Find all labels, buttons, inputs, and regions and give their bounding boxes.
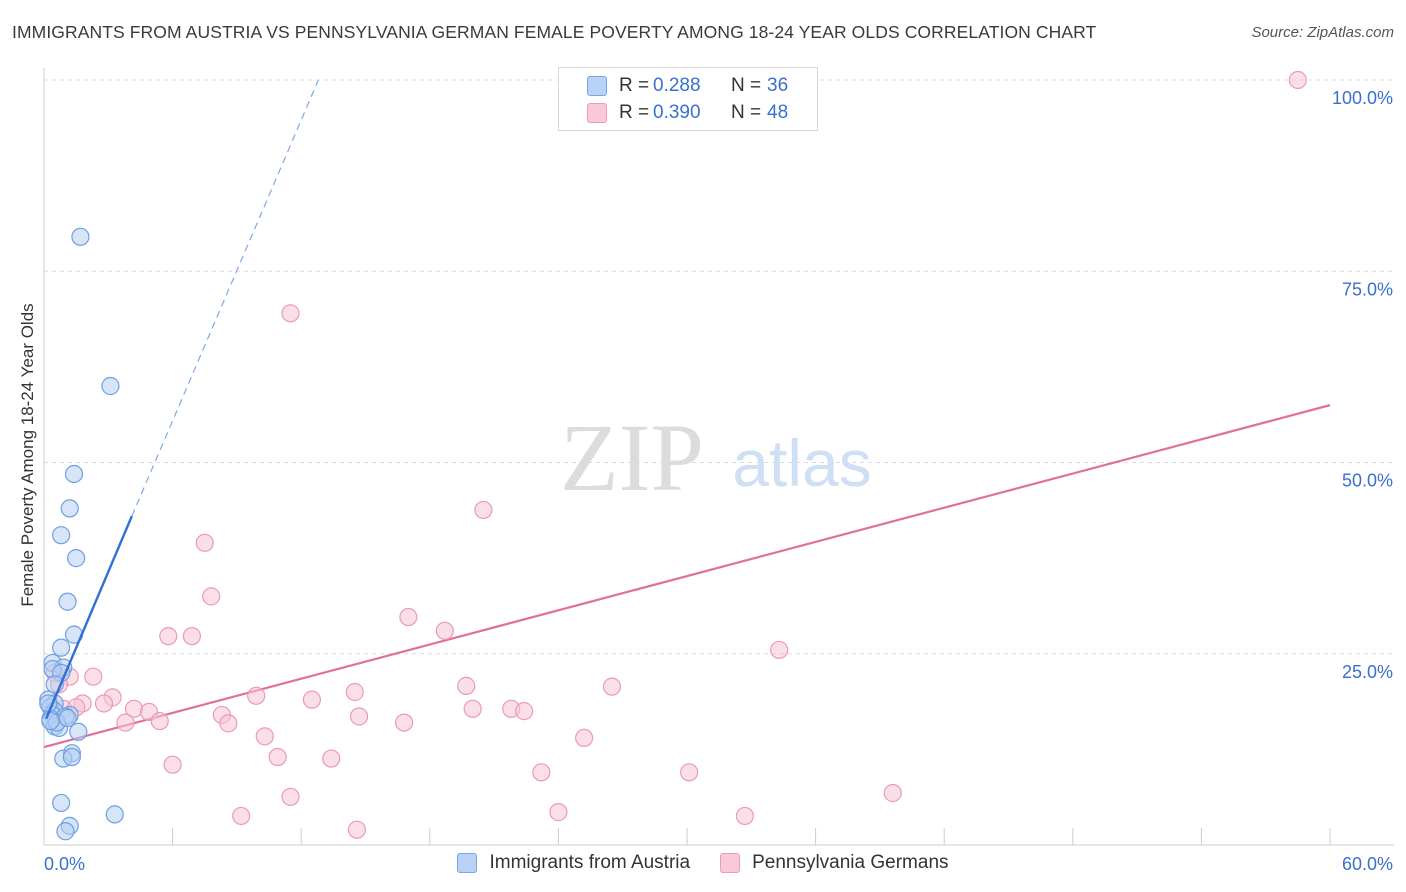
data-point-pennsylvania-germans [281,787,300,806]
data-point-pennsylvania-germans [770,640,789,660]
data-point-pennsylvania-germans [281,304,300,323]
data-point-immigrants-from-austria [58,592,77,611]
data-point-pennsylvania-germans [515,702,534,721]
data-points [39,70,1307,841]
trend-line-blue-solid [45,515,133,720]
legend-row-pennsylvania: R = 0.390 N = 48 [587,101,788,125]
legend-item-austria: Immigrants from Austria [457,852,690,874]
data-point-pennsylvania-germans [532,763,551,782]
legend-n-value: 36 [767,75,789,96]
data-point-pennsylvania-germans [399,607,418,627]
data-point-pennsylvania-germans [457,676,476,695]
legend-swatch-blue [457,853,478,873]
data-point-immigrants-from-austria [52,526,71,545]
data-point-immigrants-from-austria [52,638,71,657]
data-point-pennsylvania-germans [680,763,699,782]
data-point-pennsylvania-germans [302,690,322,709]
axes [43,68,1394,846]
data-point-immigrants-from-austria [64,464,84,484]
data-point-immigrants-from-austria [56,822,75,841]
data-point-immigrants-from-austria [67,549,86,568]
y-tick-label: 75.0% [1342,279,1393,299]
data-point-pennsylvania-germans [84,667,103,686]
data-point-pennsylvania-germans [163,755,182,774]
y-tick-label: 25.0% [1342,662,1393,682]
data-point-pennsylvania-germans [150,711,169,731]
legend-swatch-pink [587,103,607,123]
data-point-pennsylvania-germans [94,694,114,713]
data-point-pennsylvania-germans [602,677,622,696]
legend-swatch-pink [720,853,741,873]
data-point-pennsylvania-germans [1288,70,1307,90]
data-point-pennsylvania-germans [474,500,493,520]
data-point-pennsylvania-germans [735,806,754,826]
data-point-immigrants-from-austria [62,747,81,767]
watermark: ZIP atlas [560,404,872,511]
tick-labels: 25.0% 50.0% 75.0% 100.0% 0.0% 60.0% [44,88,1393,874]
data-point-pennsylvania-germans [219,714,238,733]
legend-item-pennsylvania: Pennsylvania Germans [720,852,949,874]
chart-title: IMMIGRANTS FROM AUSTRIA VS PENNSYLVANIA … [12,22,1097,42]
legend-r-label: R = [619,102,650,123]
data-point-immigrants-from-austria [60,499,79,518]
x-tick-label: 60.0% [1342,854,1393,874]
y-tick-label: 50.0% [1342,471,1393,491]
trend-line-immigrants-from-austria [45,79,319,720]
data-point-immigrants-from-austria [52,793,71,813]
data-point-pennsylvania-germans [349,707,369,726]
watermark-atlas: atlas [732,426,871,500]
legend-r-value: 0.390 [653,102,701,123]
source-label: Source: ZipAtlas.com [1251,24,1394,41]
trend-line-blue-dashed [131,79,319,517]
legend-n-label: N = [731,102,762,123]
data-point-pennsylvania-germans [159,627,178,646]
series-legend: Immigrants from Austria Pennsylvania Ger… [0,852,1406,874]
legend-row-austria: R = 0.288 N = 36 [587,74,788,98]
watermark-zip: ZIP [560,404,704,511]
data-point-pennsylvania-germans [268,747,287,767]
data-point-pennsylvania-germans [202,587,221,606]
data-point-immigrants-from-austria [105,805,124,824]
data-point-pennsylvania-germans [322,749,341,768]
data-point-pennsylvania-germans [182,627,201,646]
legend-n-label: N = [731,75,762,96]
legend-label-pennsylvania: Pennsylvania Germans [752,852,949,873]
legend-r-label: R = [619,75,650,96]
legend-swatch-blue [587,76,607,96]
data-point-pennsylvania-germans [347,820,367,839]
legend-r-value: 0.288 [653,75,701,96]
data-point-immigrants-from-austria [101,376,120,396]
data-point-immigrants-from-austria [71,227,90,246]
data-point-immigrants-from-austria [41,711,60,731]
data-point-pennsylvania-germans [435,621,454,640]
data-point-pennsylvania-germans [575,728,594,748]
data-point-pennsylvania-germans [549,803,568,822]
data-point-pennsylvania-germans [463,699,482,718]
data-point-pennsylvania-germans [345,682,364,702]
correlation-legend: R = 0.288 N = 36 R = 0.390 N = 48 [558,67,818,131]
legend-n-value: 48 [767,102,789,123]
data-point-immigrants-from-austria [58,708,77,728]
data-point-pennsylvania-germans [394,713,414,732]
y-tick-label: 100.0% [1332,88,1393,108]
data-point-pennsylvania-germans [195,533,214,552]
data-point-immigrants-from-austria [69,722,88,741]
data-point-pennsylvania-germans [116,713,135,732]
x-tick-label: 0.0% [44,854,85,874]
y-axis-label: Female Poverty Among 18-24 Year Olds [18,303,37,607]
legend-label-austria: Immigrants from Austria [489,852,691,873]
data-point-pennsylvania-germans [883,783,902,803]
data-point-pennsylvania-germans [232,806,251,826]
data-point-pennsylvania-germans [247,686,266,705]
data-point-pennsylvania-germans [255,727,274,746]
